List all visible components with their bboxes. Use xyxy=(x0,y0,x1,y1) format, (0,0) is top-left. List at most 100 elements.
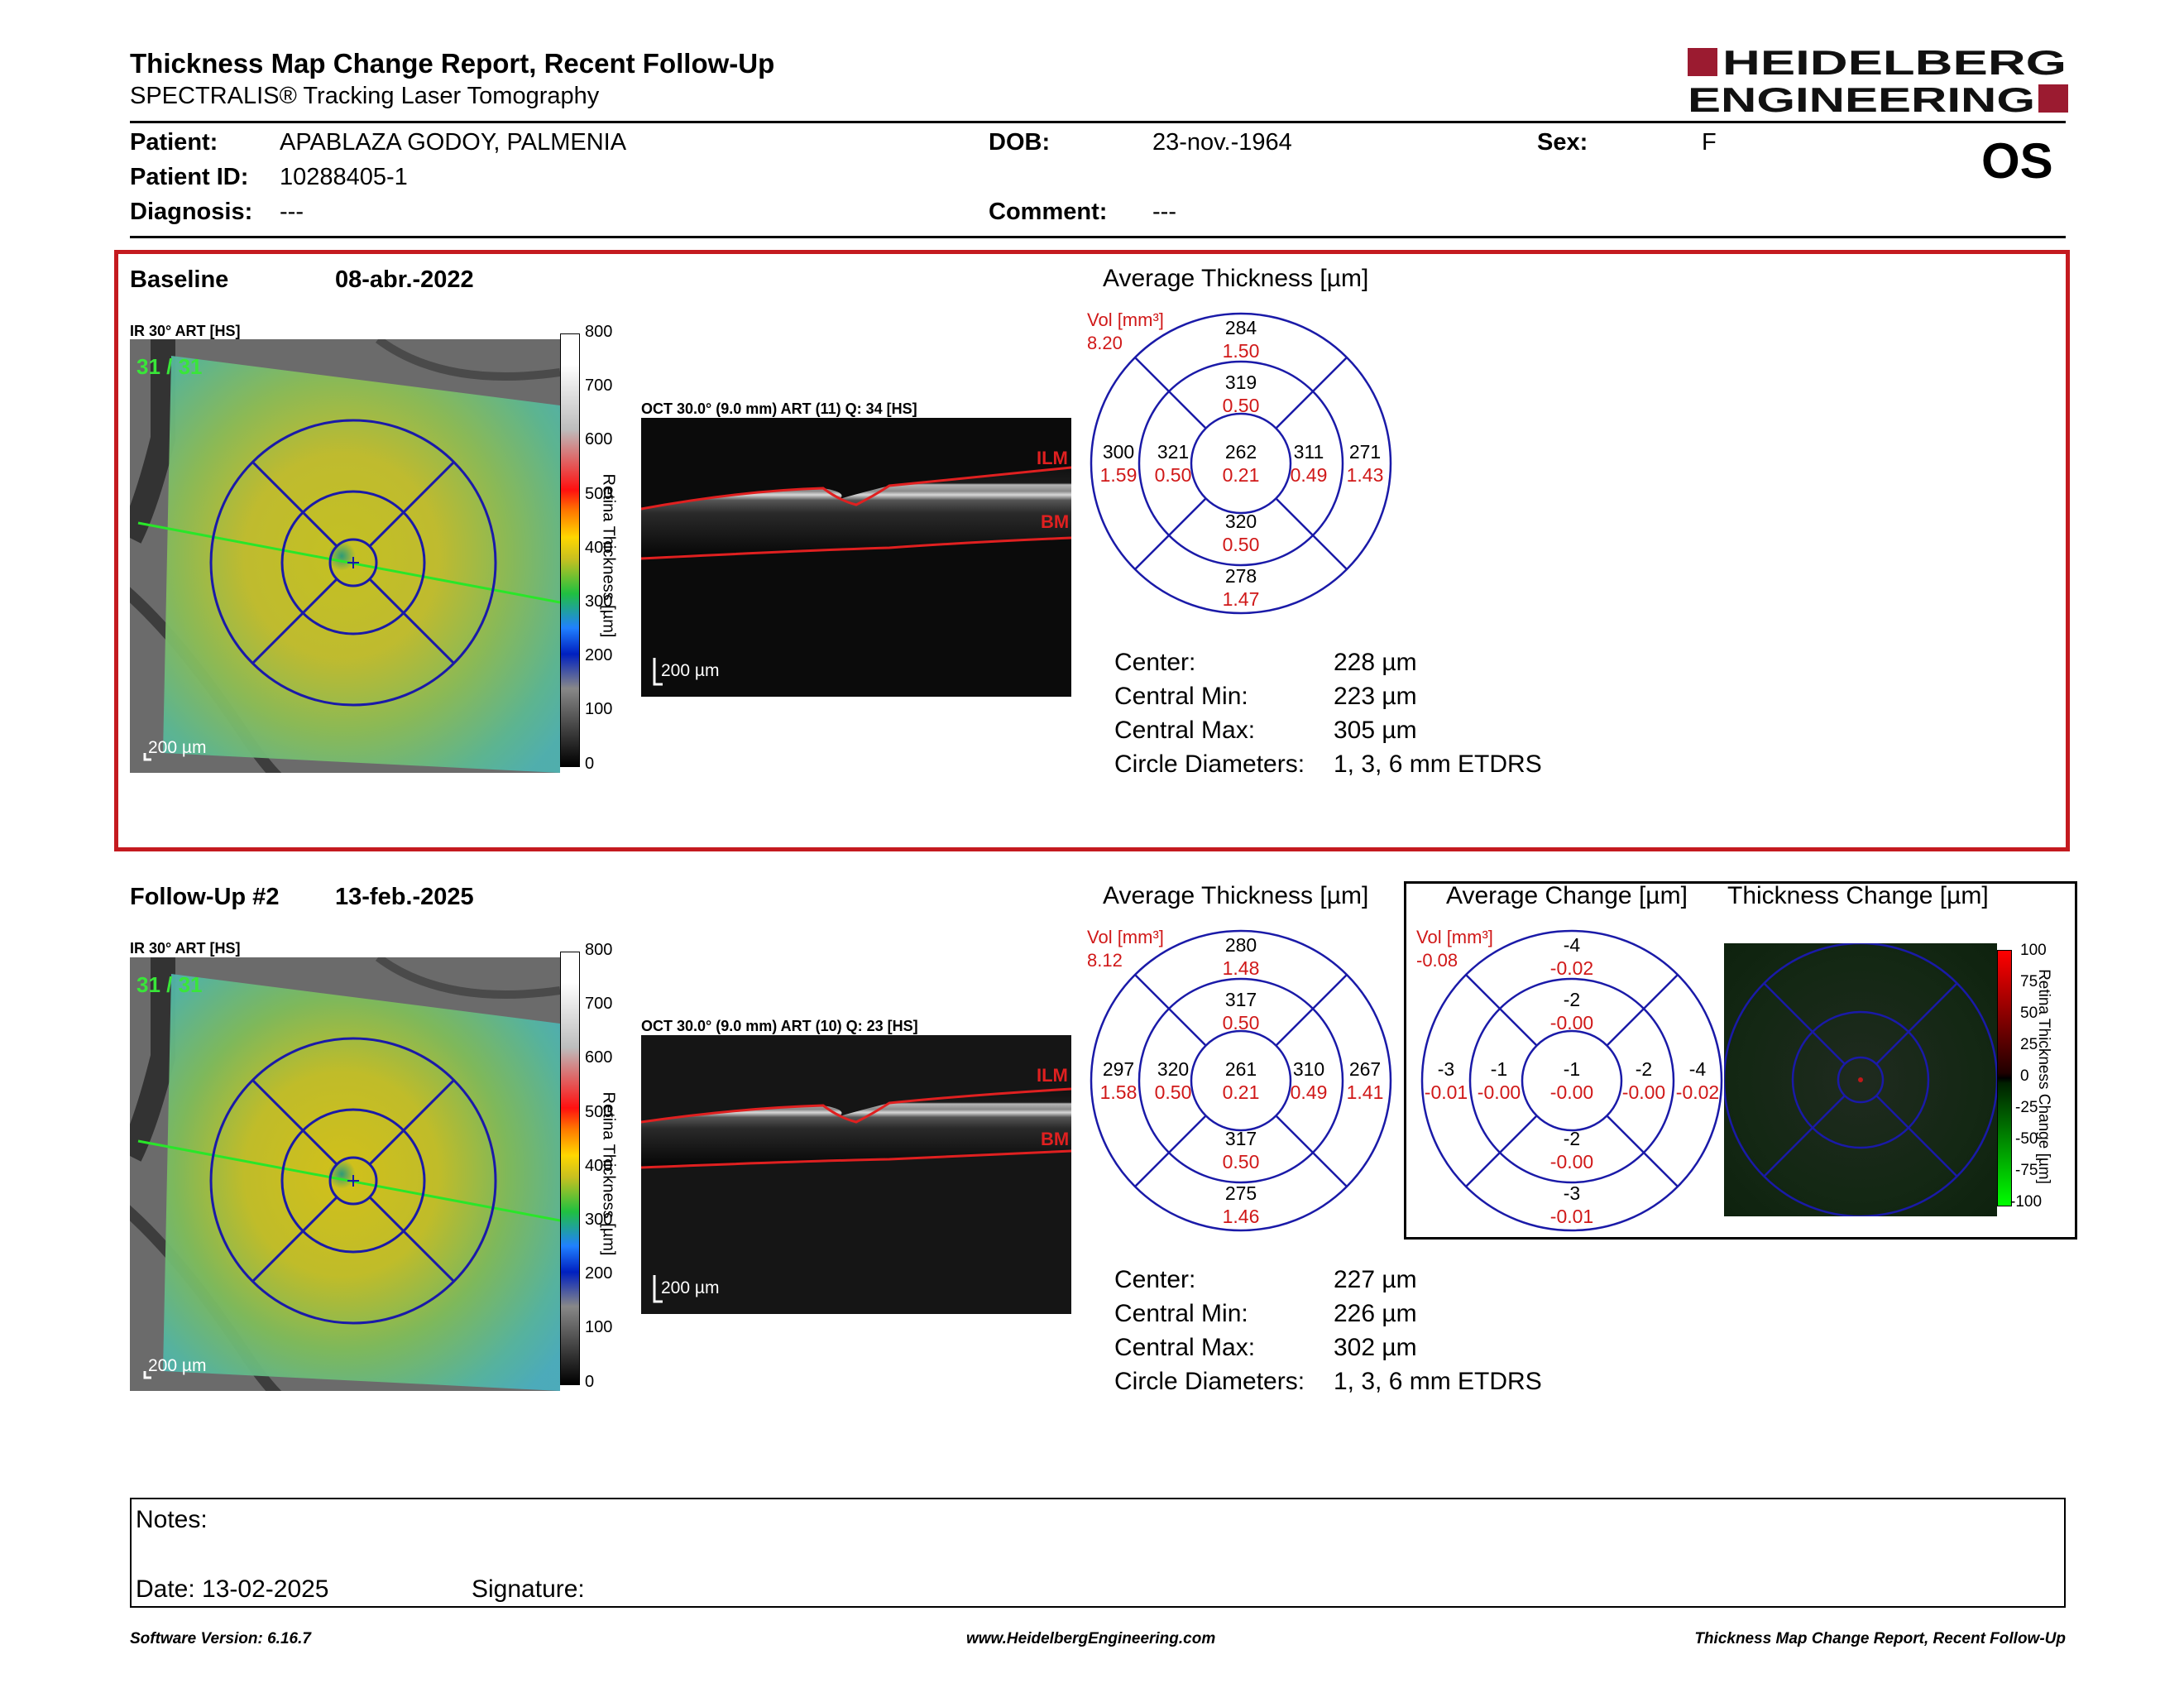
followup-ir-label: IR 30° ART [HS] xyxy=(130,940,241,957)
baseline-vol-value: 8.20 xyxy=(1087,333,1123,353)
svg-text:310: 310 xyxy=(1293,1058,1324,1080)
heidelberg-logo: HEIDELBERG ENGINEERING xyxy=(1688,43,2068,119)
svg-text:0.50: 0.50 xyxy=(1223,395,1260,416)
svg-text:0.50: 0.50 xyxy=(1155,1081,1192,1103)
notes-box[interactable] xyxy=(130,1498,2066,1608)
baseline-ir-label: IR 30° ART [HS] xyxy=(130,323,241,339)
notes-label: Notes: xyxy=(136,1506,208,1533)
svg-text:-0.01: -0.01 xyxy=(1550,1206,1593,1227)
svg-text:275: 275 xyxy=(1225,1182,1257,1204)
svg-text:300: 300 xyxy=(1103,441,1134,463)
svg-text:0.50: 0.50 xyxy=(1223,1151,1260,1172)
svg-text:1.59: 1.59 xyxy=(1100,464,1138,486)
svg-text:0.49: 0.49 xyxy=(1291,464,1328,486)
change-avg-title: Average Change [µm] xyxy=(1446,882,1688,909)
svg-text:267: 267 xyxy=(1349,1058,1381,1080)
dob-value: 23-nov.-1964 xyxy=(1152,129,1292,156)
svg-text:-1: -1 xyxy=(1491,1058,1507,1080)
svg-text:319: 319 xyxy=(1225,372,1257,393)
svg-text:261: 261 xyxy=(1225,1058,1257,1080)
change-vol-value: -0.08 xyxy=(1416,950,1458,971)
svg-text:-2: -2 xyxy=(1564,989,1580,1010)
baseline-ir-image[interactable]: 31 / 31 200 µm xyxy=(117,335,561,805)
svg-text:280: 280 xyxy=(1225,934,1257,956)
followup-ir-image[interactable]: 31 / 31 200 µm xyxy=(117,953,561,1423)
baseline-vol-label: Vol [mm³] xyxy=(1087,309,1164,330)
followup-oct-label: OCT 30.0° (9.0 mm) ART (10) Q: 23 [HS] xyxy=(641,1018,918,1034)
followup-ir-scale: 200 µm xyxy=(148,1356,206,1375)
svg-text:262: 262 xyxy=(1225,441,1257,463)
svg-text:-2: -2 xyxy=(1564,1128,1580,1149)
followup-colorbar-ticks: 800 700 600 500 400 300 200 100 0 xyxy=(585,941,613,1391)
dob-label: DOB: xyxy=(989,129,1051,156)
svg-text:-0.00: -0.00 xyxy=(1478,1081,1521,1103)
thickness-change-map[interactable] xyxy=(1722,942,1999,1218)
sex-value: F xyxy=(1702,129,1717,156)
change-vol-label: Vol [mm³] xyxy=(1416,927,1493,947)
baseline-oct-scale: 200 µm xyxy=(661,661,719,680)
comment-value: --- xyxy=(1152,199,1176,225)
patient-label: Patient: xyxy=(130,129,218,156)
footer-report: Thickness Map Change Report, Recent Foll… xyxy=(1694,1630,2066,1647)
baseline-colorbar-title: Retina Thickness [µm] xyxy=(599,473,618,638)
svg-text:-0.00: -0.00 xyxy=(1550,1151,1593,1172)
change-map-title: Thickness Change [µm] xyxy=(1727,882,1989,909)
baseline-etdrs-grid: Vol [mm³] 8.20 284 1.50 319 0.50 300 1.5… xyxy=(1084,306,1415,621)
followup-date: 13-feb.-2025 xyxy=(335,884,474,910)
report-subtitle: SPECTRALIS® Tracking Laser Tomography xyxy=(130,83,600,109)
change-colorbar-ticks: 100 75 50 25 0 -25 -50 -75 -100 xyxy=(2010,942,2047,1211)
baseline-date: 08-abr.-2022 xyxy=(335,266,474,293)
baseline-oct-label: OCT 30.0° (9.0 mm) ART (11) Q: 34 [HS] xyxy=(641,400,917,417)
baseline-panel xyxy=(114,250,2070,851)
brand-line-1: HEIDELBERG xyxy=(1722,46,2067,82)
svg-text:-0.00: -0.00 xyxy=(1550,1081,1593,1103)
svg-text:1.50: 1.50 xyxy=(1223,340,1260,362)
svg-text:-3: -3 xyxy=(1438,1058,1454,1080)
comment-label: Comment: xyxy=(989,199,1108,225)
svg-text:1.43: 1.43 xyxy=(1347,464,1384,486)
followup-oct-image[interactable]: ILM BM 200 µm xyxy=(640,1035,1072,1314)
sex-label: Sex: xyxy=(1537,129,1588,156)
followup-colorbar-title: Retina Thickness [µm] xyxy=(599,1091,618,1256)
footer-website[interactable]: www.HeidelbergEngineering.com xyxy=(966,1630,1216,1647)
svg-text:284: 284 xyxy=(1225,317,1257,338)
followup-oct-scale: 200 µm xyxy=(661,1278,719,1297)
followup-bm-label: BM xyxy=(1041,1129,1069,1149)
svg-text:1.47: 1.47 xyxy=(1223,588,1260,610)
diagnosis-label: Diagnosis: xyxy=(130,199,253,225)
svg-text:-0.02: -0.02 xyxy=(1550,957,1593,979)
notes-signature: Signature: xyxy=(472,1575,585,1603)
svg-text:-2: -2 xyxy=(1636,1058,1652,1080)
followup-label: Follow-Up #2 xyxy=(130,884,280,910)
notes-date: Date: 13-02-2025 xyxy=(136,1575,329,1603)
svg-text:0.50: 0.50 xyxy=(1155,464,1192,486)
change-etdrs-grid: Vol [mm³] -0.08 -4 -0.02 -2 -0.00 -3 -0.… xyxy=(1415,923,1729,1238)
svg-text:-4: -4 xyxy=(1564,934,1581,956)
svg-text:311: 311 xyxy=(1294,441,1324,463)
report-title: Thickness Map Change Report, Recent Foll… xyxy=(130,48,775,79)
svg-text:0.49: 0.49 xyxy=(1291,1081,1328,1103)
svg-text:271: 271 xyxy=(1349,441,1381,463)
baseline-ilm-label: ILM xyxy=(1037,448,1068,468)
svg-text:-3: -3 xyxy=(1564,1182,1580,1204)
followup-frames: 31 / 31 xyxy=(136,972,203,997)
svg-text:-0.00: -0.00 xyxy=(1622,1081,1665,1103)
svg-text:0.21: 0.21 xyxy=(1223,1081,1260,1103)
svg-text:297: 297 xyxy=(1103,1058,1134,1080)
patient-id-label: Patient ID: xyxy=(130,164,249,190)
followup-vol-value: 8.12 xyxy=(1087,950,1123,971)
baseline-oct-image[interactable]: ILM BM 200 µm xyxy=(640,418,1072,697)
baseline-label: Baseline xyxy=(130,266,229,293)
patient-value: APABLAZA GODOY, PALMENIA xyxy=(280,129,627,156)
baseline-stats: Center: 228 µm Central Min: 223 µm Centr… xyxy=(1114,649,1542,778)
baseline-colorbar xyxy=(560,333,580,767)
svg-text:1.48: 1.48 xyxy=(1223,957,1260,979)
svg-text:0.50: 0.50 xyxy=(1223,534,1260,555)
svg-text:278: 278 xyxy=(1225,565,1257,587)
patient-rule xyxy=(130,236,2066,238)
svg-text:-1: -1 xyxy=(1564,1058,1580,1080)
svg-text:-0.02: -0.02 xyxy=(1676,1081,1719,1103)
svg-text:317: 317 xyxy=(1225,989,1257,1010)
followup-colorbar xyxy=(560,952,580,1385)
header-rule xyxy=(130,121,2066,123)
